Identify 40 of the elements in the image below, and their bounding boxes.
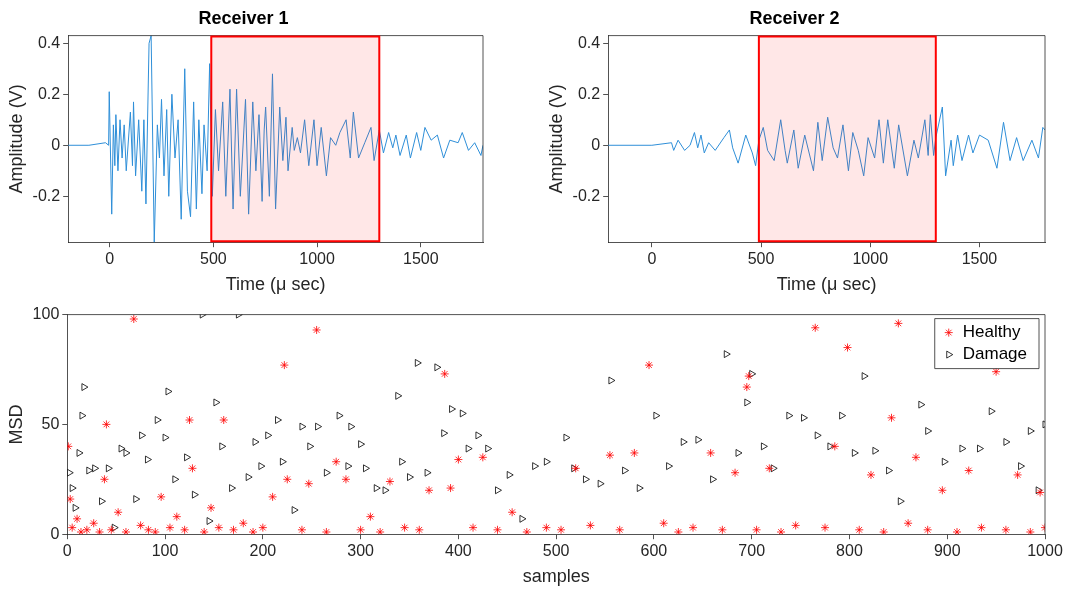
y-axis-title: Amplitude (V) [5,84,26,194]
x-tick-label: 900 [933,542,961,560]
x-tick-label: 100 [151,542,179,560]
x-tick-label: 0 [105,250,115,268]
x-tick-label: 500 [200,250,227,268]
x-tick-label: 1500 [402,250,439,268]
y-tick-label: 0.2 [577,84,601,102]
x-tick-label: 400 [445,542,472,560]
x-tick-label: 1000 [1027,542,1063,560]
x-tick-label: 0 [62,542,72,560]
y-tick-label: -0.2 [32,186,61,204]
x-tick-label: 500 [542,542,570,560]
legend-label: Healthy [962,322,1021,342]
x-tick-label: 800 [836,542,863,560]
y-tick-label: 0.4 [37,33,61,51]
y-tick-label: 100 [32,305,60,323]
x-tick-label: 700 [738,542,766,560]
y-axis-title: MSD [5,404,26,445]
chart-title: Receiver 1 [198,7,289,28]
x-tick-label: 1500 [961,250,998,268]
x-axis-title: Time (μ sec) [225,274,326,295]
legend-label: Damage [962,344,1028,364]
y-tick-label: 0.2 [37,84,61,102]
y-tick-label: -0.2 [572,186,601,204]
y-tick-label: 0 [51,135,61,153]
x-tick-label: 200 [249,542,277,560]
y-tick-label: 0 [591,135,601,153]
x-axis-title: Time (μ sec) [776,274,877,295]
x-tick-label: 0 [647,250,657,268]
y-tick-label: 0 [50,524,60,542]
y-tick-label: 50 [41,414,60,432]
x-tick-label: 1000 [299,250,335,268]
x-tick-label: 1000 [852,250,889,268]
y-axis-title: Amplitude (V) [545,84,566,194]
x-tick-label: 600 [640,542,668,560]
x-axis-title: samples [522,566,590,587]
chart-title: Receiver 2 [749,7,840,28]
y-tick-label: 0.4 [577,33,601,51]
x-tick-label: 300 [347,542,375,560]
x-tick-label: 500 [747,250,775,268]
